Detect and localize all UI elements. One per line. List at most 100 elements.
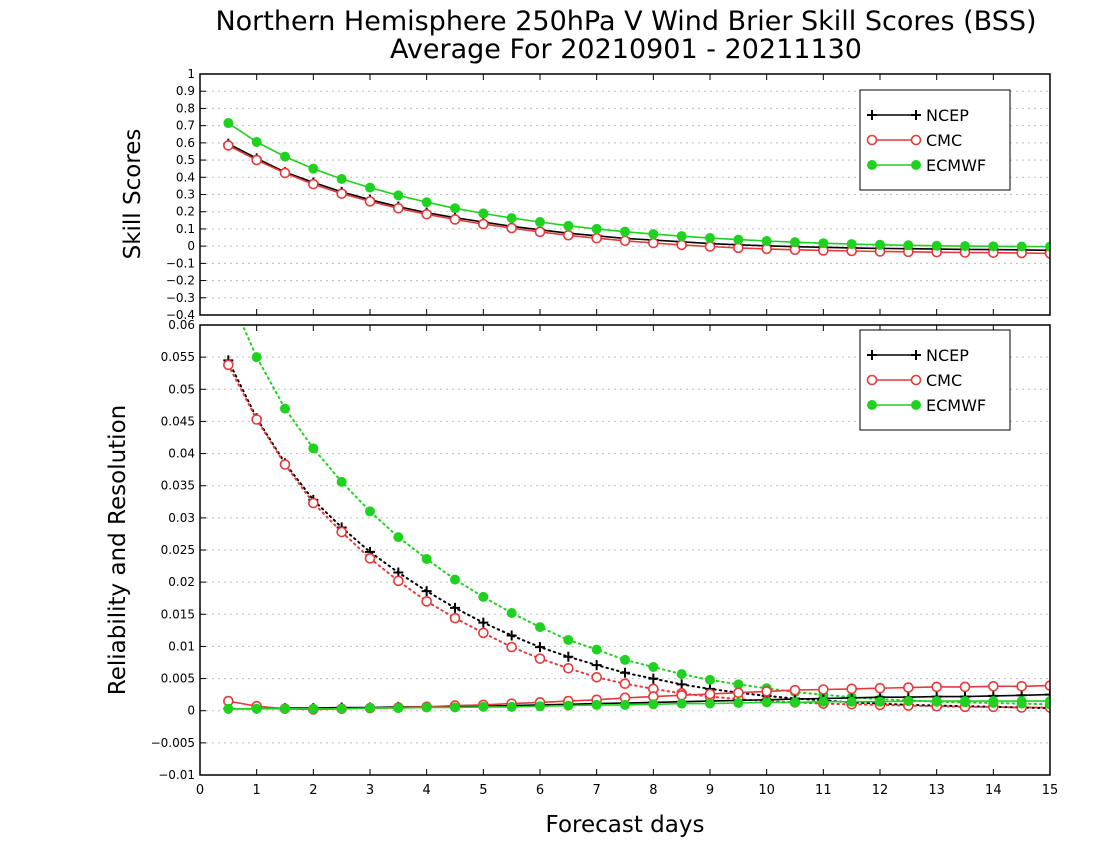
x-axis-label: Forecast days (546, 812, 705, 838)
y-tick-label: 0 (187, 239, 195, 253)
legend-marker-ecmwf (911, 160, 921, 170)
data-point-cmc (364, 553, 376, 564)
data-point-ecmwf (761, 235, 772, 246)
data-point-ecmwf (846, 239, 857, 250)
data-point-ecmwf (563, 700, 574, 711)
data-point-ecmwf (705, 698, 715, 709)
data-point-cmc (846, 683, 857, 695)
legend-label-cmc: CMC (926, 131, 962, 150)
data-point-ecmwf (336, 476, 347, 487)
data-point-ecmwf (280, 151, 290, 162)
data-point-cmc (251, 154, 262, 166)
data-point-cmc (874, 682, 886, 694)
data-point-ecmwf (450, 574, 460, 585)
data-point-ecmwf (648, 229, 659, 240)
data-point-cmc (393, 202, 404, 214)
data-point-ecmwf (223, 703, 234, 714)
y-tick-label: 0.005 (161, 672, 195, 686)
data-point-ecmwf (280, 703, 290, 714)
data-point-cmc (619, 235, 631, 247)
legend-marker-ecmwf (867, 160, 877, 170)
data-point-ecmwf (818, 238, 829, 249)
data-point-ncep (1045, 689, 1050, 700)
legend-marker-cmc (910, 374, 922, 386)
data-point-ncep (450, 602, 460, 613)
x-tick-label: 15 (1042, 783, 1059, 798)
x-tick-label: 0 (196, 783, 204, 798)
x-tick-label: 10 (758, 783, 775, 798)
data-point-cmc (591, 671, 602, 683)
data-point-cmc (251, 414, 262, 425)
data-point-ecmwf (761, 697, 772, 708)
y-tick-label: 0.6 (176, 136, 195, 150)
y-tick-label: 0.01 (168, 639, 195, 653)
data-point-ecmwf (676, 669, 687, 680)
data-point-cmc (449, 214, 461, 225)
data-point-ecmwf (421, 197, 432, 208)
data-point-ncep (478, 617, 489, 628)
y-tick-label: −0.2 (166, 274, 195, 288)
data-point-ncep (535, 642, 545, 653)
data-point-ecmwf (620, 654, 630, 665)
data-point-ecmwf (733, 234, 744, 245)
data-point-cmc (676, 239, 687, 251)
legend-label-ncep: NCEP (926, 346, 969, 365)
x-tick-label: 14 (985, 783, 1002, 798)
data-point-ecmwf (223, 288, 233, 298)
data-point-ecmwf (336, 703, 347, 714)
data-point-cmc (421, 208, 432, 220)
y-tick-label: 0.06 (168, 318, 195, 332)
x-tick-label: 4 (423, 783, 431, 798)
data-point-ecmwf (676, 231, 687, 242)
data-point-ecmwf (308, 443, 319, 454)
x-tick-label: 1 (253, 783, 261, 798)
data-point-ecmwf (450, 702, 460, 713)
data-point-ecmwf (705, 674, 715, 685)
skill-scores-ylabel: Skill Scores (120, 129, 146, 260)
chart-title-line1: Northern Hemisphere 250hPa V Wind Brier … (215, 6, 1036, 37)
data-point-ncep (620, 667, 630, 678)
data-point-ecmwf (960, 696, 970, 707)
data-point-cmc (534, 653, 546, 664)
data-point-ecmwf (988, 696, 999, 707)
data-point-cmc (733, 687, 744, 699)
data-point-ncep (563, 651, 574, 662)
data-point-cmc (279, 459, 291, 470)
x-tick-label: 9 (706, 783, 714, 798)
data-point-cmc (336, 188, 347, 199)
data-point-cmc (478, 627, 489, 639)
data-point-cmc (308, 178, 319, 190)
legend-marker-ncep (911, 350, 921, 360)
data-point-ecmwf (251, 136, 262, 147)
data-point-ecmwf (280, 403, 290, 414)
y-tick-label: 0.8 (176, 101, 195, 115)
reliability-resolution-legend: NCEP CMC ECMWF (859, 329, 1011, 431)
data-point-cmc (676, 689, 687, 701)
x-tick-label: 6 (536, 783, 544, 798)
data-point-cmc (449, 612, 461, 624)
reliability-resolution-frame (199, 324, 1051, 776)
skill-scores-panel: −0.4 −0.3 −0.2 −0.1 0 0.1 0.2 0.3 0.4 0.5 0.6 0.7 0.… (120, 67, 1051, 322)
data-point-ecmwf (365, 703, 375, 714)
y-tick-label: −0.1 (166, 256, 195, 270)
data-point-ecmwf (648, 662, 659, 672)
data-point-ecmwf (875, 239, 885, 250)
data-point-ecmwf (591, 223, 602, 234)
y-tick-label: −0.4 (166, 308, 195, 322)
data-point-ecmwf (421, 702, 432, 713)
y-tick-label: 1 (187, 67, 195, 81)
data-point-cmc (393, 575, 404, 587)
data-point-ecmwf (393, 703, 404, 714)
data-point-cmc (478, 218, 489, 230)
x-tick-label: 8 (649, 783, 657, 798)
data-point-ecmwf (421, 554, 432, 564)
data-point-ecmwf (1016, 696, 1027, 707)
data-point-cmc (988, 680, 999, 692)
data-point-ecmwf (251, 352, 262, 363)
data-point-cmc (959, 681, 971, 693)
y-tick-label: 0.5 (176, 153, 195, 167)
legend-label-ecmwf: ECMWF (926, 156, 986, 175)
y-tick-label: 0.055 (161, 350, 195, 364)
y-tick-label: 0.4 (176, 170, 195, 184)
